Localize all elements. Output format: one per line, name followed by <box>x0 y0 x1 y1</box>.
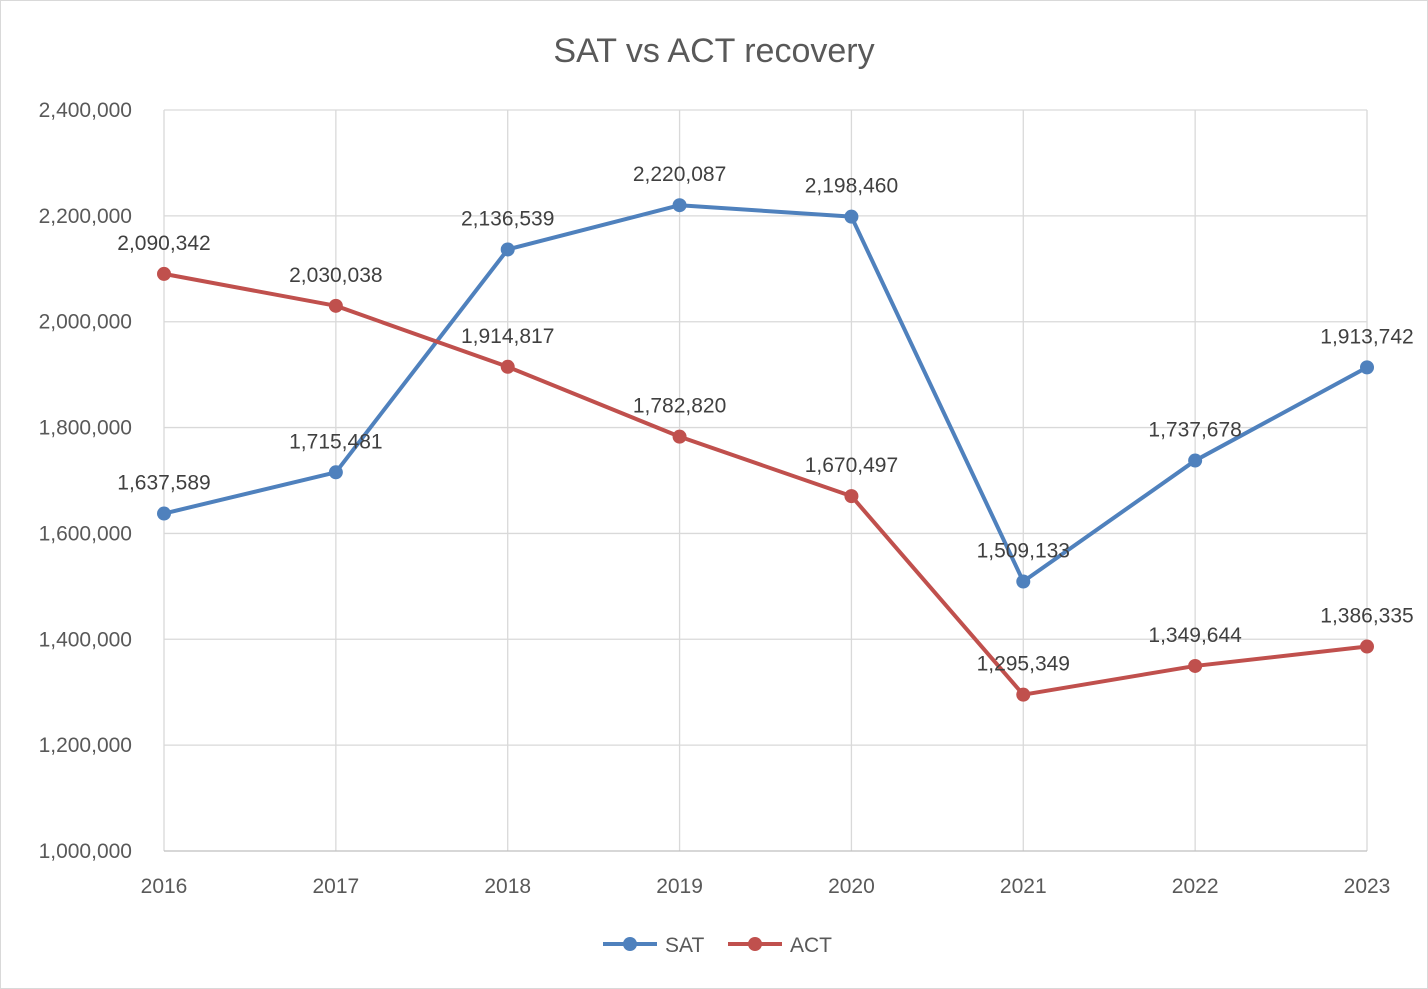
sat-data-label: 1,737,678 <box>1148 419 1241 442</box>
sat-point <box>1016 574 1031 589</box>
y-tick-label: 2,200,000 <box>39 205 132 228</box>
series-layer <box>157 198 1374 702</box>
y-tick-label: 1,200,000 <box>39 734 132 757</box>
sat-data-label: 1,509,133 <box>977 540 1070 563</box>
act-data-label: 1,349,644 <box>1148 624 1242 647</box>
sat-legend-marker <box>623 937 637 951</box>
sat-data-label: 1,913,742 <box>1320 325 1413 348</box>
y-tick-label: 1,000,000 <box>39 840 132 863</box>
act-point <box>844 489 859 504</box>
x-tick-label: 2023 <box>1344 875 1391 898</box>
sat-point <box>1188 453 1203 468</box>
sat-point <box>328 465 343 480</box>
axes: 1,000,000 1,200,000 1,400,000 1,600,000 1,80… <box>39 99 1391 898</box>
act-data-label: 1,670,497 <box>805 454 898 477</box>
act-series-line <box>163 271 1368 697</box>
x-tick-label: 2021 <box>1000 875 1047 898</box>
act-point <box>157 266 171 281</box>
act-point <box>1188 658 1203 673</box>
act-data-label: 1,782,820 <box>633 395 726 418</box>
sat-data-label: 2,136,539 <box>461 207 554 230</box>
act-data-label: 1,295,349 <box>977 653 1070 676</box>
sat-data-label: 2,220,087 <box>633 163 726 186</box>
y-tick-label: 1,400,000 <box>39 628 132 651</box>
act-data-label: 1,386,335 <box>1320 605 1413 628</box>
sat-point <box>844 209 859 224</box>
x-tick-label: 2016 <box>141 875 188 898</box>
x-tick-label: 2020 <box>828 875 875 898</box>
y-tick-label: 1,600,000 <box>39 522 132 545</box>
sat-legend-label: SAT <box>665 934 704 957</box>
act-point <box>1360 639 1374 654</box>
act-data-label: 2,030,038 <box>289 264 382 287</box>
sat-point <box>672 198 687 213</box>
act-point <box>672 429 687 444</box>
sat-data-label: 2,198,460 <box>805 175 898 198</box>
sat-series-line <box>163 203 1368 584</box>
gridlines <box>163 109 1368 851</box>
sat-point <box>500 242 515 257</box>
legend: SAT ACT <box>603 934 832 957</box>
act-data-label: 2,090,342 <box>117 232 210 255</box>
x-tick-label: 2019 <box>656 875 703 898</box>
act-point <box>1016 687 1031 702</box>
sat-point <box>157 506 171 521</box>
sat-point <box>1360 360 1374 375</box>
sat-data-label: 1,637,589 <box>117 472 210 495</box>
y-tick-label: 1,800,000 <box>39 417 132 440</box>
act-point <box>328 298 343 313</box>
x-tick-label: 2022 <box>1172 875 1219 898</box>
act-data-label: 1,914,817 <box>461 325 554 348</box>
sat-data-label: 1,715,481 <box>289 430 382 453</box>
chart-title: SAT vs ACT recovery <box>553 32 874 70</box>
x-tick-label: 2018 <box>484 875 531 898</box>
act-legend-marker <box>748 937 762 951</box>
y-tick-label: 2,000,000 <box>39 311 132 334</box>
data-labels: 1,637,589 1,715,481 2,136,539 2,220,087 2,19… <box>117 163 1413 675</box>
act-legend-label: ACT <box>790 934 832 957</box>
x-tick-label: 2017 <box>312 875 359 898</box>
act-point <box>500 359 515 374</box>
y-tick-label: 2,400,000 <box>39 99 132 122</box>
